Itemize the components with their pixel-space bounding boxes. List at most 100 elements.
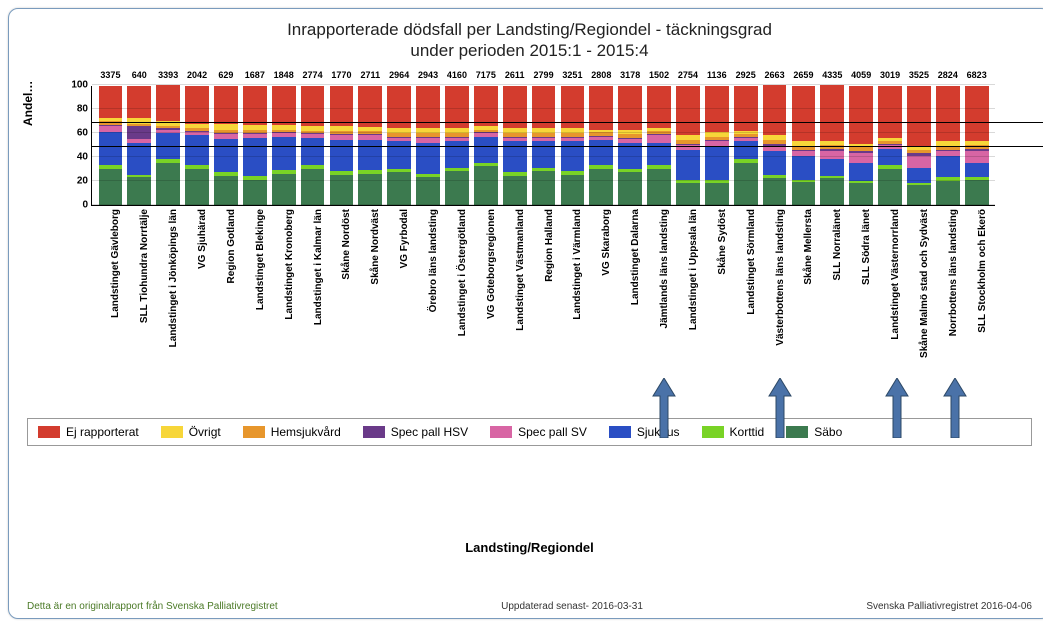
bar-segment-sjukhus <box>849 163 873 181</box>
legend-item-ovrigt: Övrigt <box>161 425 221 439</box>
x-tick-label: Landstinget i Uppsala län <box>688 209 699 330</box>
legend-swatch <box>243 426 265 438</box>
bar-segment-ej_rapporterat <box>330 86 354 126</box>
gridline <box>92 204 995 205</box>
bar-segment-sjukhus <box>301 138 325 165</box>
bar-segment-sabo <box>676 183 700 204</box>
y-axis-label: Andel… <box>21 80 35 125</box>
gridline <box>92 84 995 85</box>
x-tick-label: VG Göteborgsregionen <box>486 209 497 319</box>
x-tick-label: Västerbottens läns landsting <box>775 209 786 346</box>
x-tick-label: Jämtlands läns landsting <box>659 209 670 328</box>
bar-segment-sabo <box>734 163 758 205</box>
bar-segment-ej_rapporterat <box>763 85 787 135</box>
legend-label: Spec pall SV <box>518 425 587 439</box>
x-tick-label: Landstinget Sörmland <box>746 209 757 315</box>
legend-swatch <box>161 426 183 438</box>
bar-segment-ej_rapporterat <box>99 86 123 118</box>
legend-swatch <box>702 426 724 438</box>
legend: Ej rapporterat Övrigt Hemsjukvård Spec pall… <box>27 418 1032 446</box>
legend-swatch <box>363 426 385 438</box>
bar-segment-sabo <box>416 177 440 204</box>
x-tick-label: Landstinget Kronoberg <box>284 209 295 320</box>
bar-segment-ej_rapporterat <box>936 86 960 142</box>
x-tick-label: Skåne Nordväst <box>370 209 381 285</box>
legend-swatch <box>609 426 631 438</box>
legend-swatch <box>38 426 60 438</box>
x-tick-label: Landstinget i Jönköpings län <box>168 209 179 347</box>
reference-line <box>92 122 1043 123</box>
bar-total-label: 2611 <box>500 70 529 80</box>
arrow-up-icon <box>884 378 910 438</box>
bar-segment-sjukhus <box>965 163 989 177</box>
bar-segment-sjukhus <box>763 151 787 175</box>
x-tick-label: SLL Stockholm och Ekerö <box>977 209 988 333</box>
legend-item-korttid: Korttid <box>702 425 765 439</box>
bar-segment-sabo <box>532 171 556 204</box>
chart-area: Andel… 3375Landstinget Gävleborg640SLL T… <box>27 68 1032 408</box>
gridline <box>92 132 995 133</box>
bar-segment-sabo <box>272 174 296 205</box>
bar-total-label: 2711 <box>356 70 385 80</box>
bar-segment-sjukhus <box>734 141 758 159</box>
gridline <box>92 156 995 157</box>
bar-total-label: 6823 <box>962 70 991 80</box>
y-tick-label: 0 <box>82 199 88 210</box>
title-line-1: Inrapporterade dödsfall per Landsting/Re… <box>287 20 772 39</box>
bar-segment-ej_rapporterat <box>127 86 151 118</box>
chart-title: Inrapporterade dödsfall per Landsting/Re… <box>27 19 1032 62</box>
x-tick-label: Landstinget Gävleborg <box>110 209 121 318</box>
bar-total-label: 1687 <box>240 70 269 80</box>
bar-segment-sabo <box>849 183 873 204</box>
bar-segment-ej_rapporterat <box>878 86 902 138</box>
bar-total-label: 3019 <box>876 70 905 80</box>
bar-total-label: 4160 <box>443 70 472 80</box>
legend-label: Korttid <box>730 425 765 439</box>
bar-segment-spec_pall_hsv <box>127 126 151 139</box>
plot-region: 3375Landstinget Gävleborg640SLL Tiohundr… <box>91 86 995 206</box>
y-tick-label: 60 <box>77 127 88 138</box>
x-tick-label: VG Skaraborg <box>601 209 612 276</box>
bar-segment-ej_rapporterat <box>705 86 729 132</box>
y-tick-label: 40 <box>77 151 88 162</box>
gridline <box>92 180 995 181</box>
legend-item-sabo: Säbo <box>786 425 842 439</box>
legend-swatch <box>490 426 512 438</box>
bar-segment-sabo <box>820 178 844 204</box>
bar-segment-ej_rapporterat <box>820 85 844 141</box>
bar-segment-sjukhus <box>820 159 844 176</box>
bar-total-label: 2799 <box>529 70 558 80</box>
bar-segment-ej_rapporterat <box>185 86 209 124</box>
x-tick-label: SLL Södra länet <box>861 209 872 285</box>
bar-segment-sjukhus <box>589 140 613 165</box>
legend-label: Hemsjukvård <box>271 425 341 439</box>
bar-total-label: 2774 <box>298 70 327 80</box>
bar-segment-ej_rapporterat <box>474 86 498 126</box>
gridline <box>92 108 995 109</box>
legend-label: Spec pall HSV <box>391 425 468 439</box>
bar-segment-sabo <box>358 174 382 205</box>
footer: Detta är en originalrapport från Svenska… <box>27 601 1032 612</box>
x-tick-label: Skåne Malmö stad och Sydväst <box>919 209 930 358</box>
y-tick-label: 20 <box>77 175 88 186</box>
bar-segment-ej_rapporterat <box>214 86 238 124</box>
arrow-up-icon <box>942 378 968 438</box>
bar-segment-sjukhus <box>185 135 209 165</box>
bar-total-label: 3251 <box>558 70 587 80</box>
y-tick-label: 100 <box>71 79 88 90</box>
title-line-2: under perioden 2015:1 - 2015:4 <box>410 41 648 60</box>
bar-segment-sabo <box>705 183 729 204</box>
x-tick-label: Örebro läns landsting <box>428 209 439 312</box>
bar-segment-ej_rapporterat <box>156 85 180 121</box>
bar-total-label: 4059 <box>847 70 876 80</box>
x-tick-label: Landstinget Västernorrland <box>890 209 901 340</box>
bar-segment-ej_rapporterat <box>792 86 816 142</box>
legend-label: Ej rapporterat <box>66 425 139 439</box>
bar-segment-sabo <box>127 177 151 204</box>
bar-total-label: 2663 <box>760 70 789 80</box>
bar-total-label: 640 <box>125 70 154 80</box>
x-tick-label: Skåne Sydöst <box>717 209 728 275</box>
bar-segment-sabo <box>936 181 960 205</box>
bar-total-label: 1502 <box>645 70 674 80</box>
bar-total-label: 2808 <box>587 70 616 80</box>
